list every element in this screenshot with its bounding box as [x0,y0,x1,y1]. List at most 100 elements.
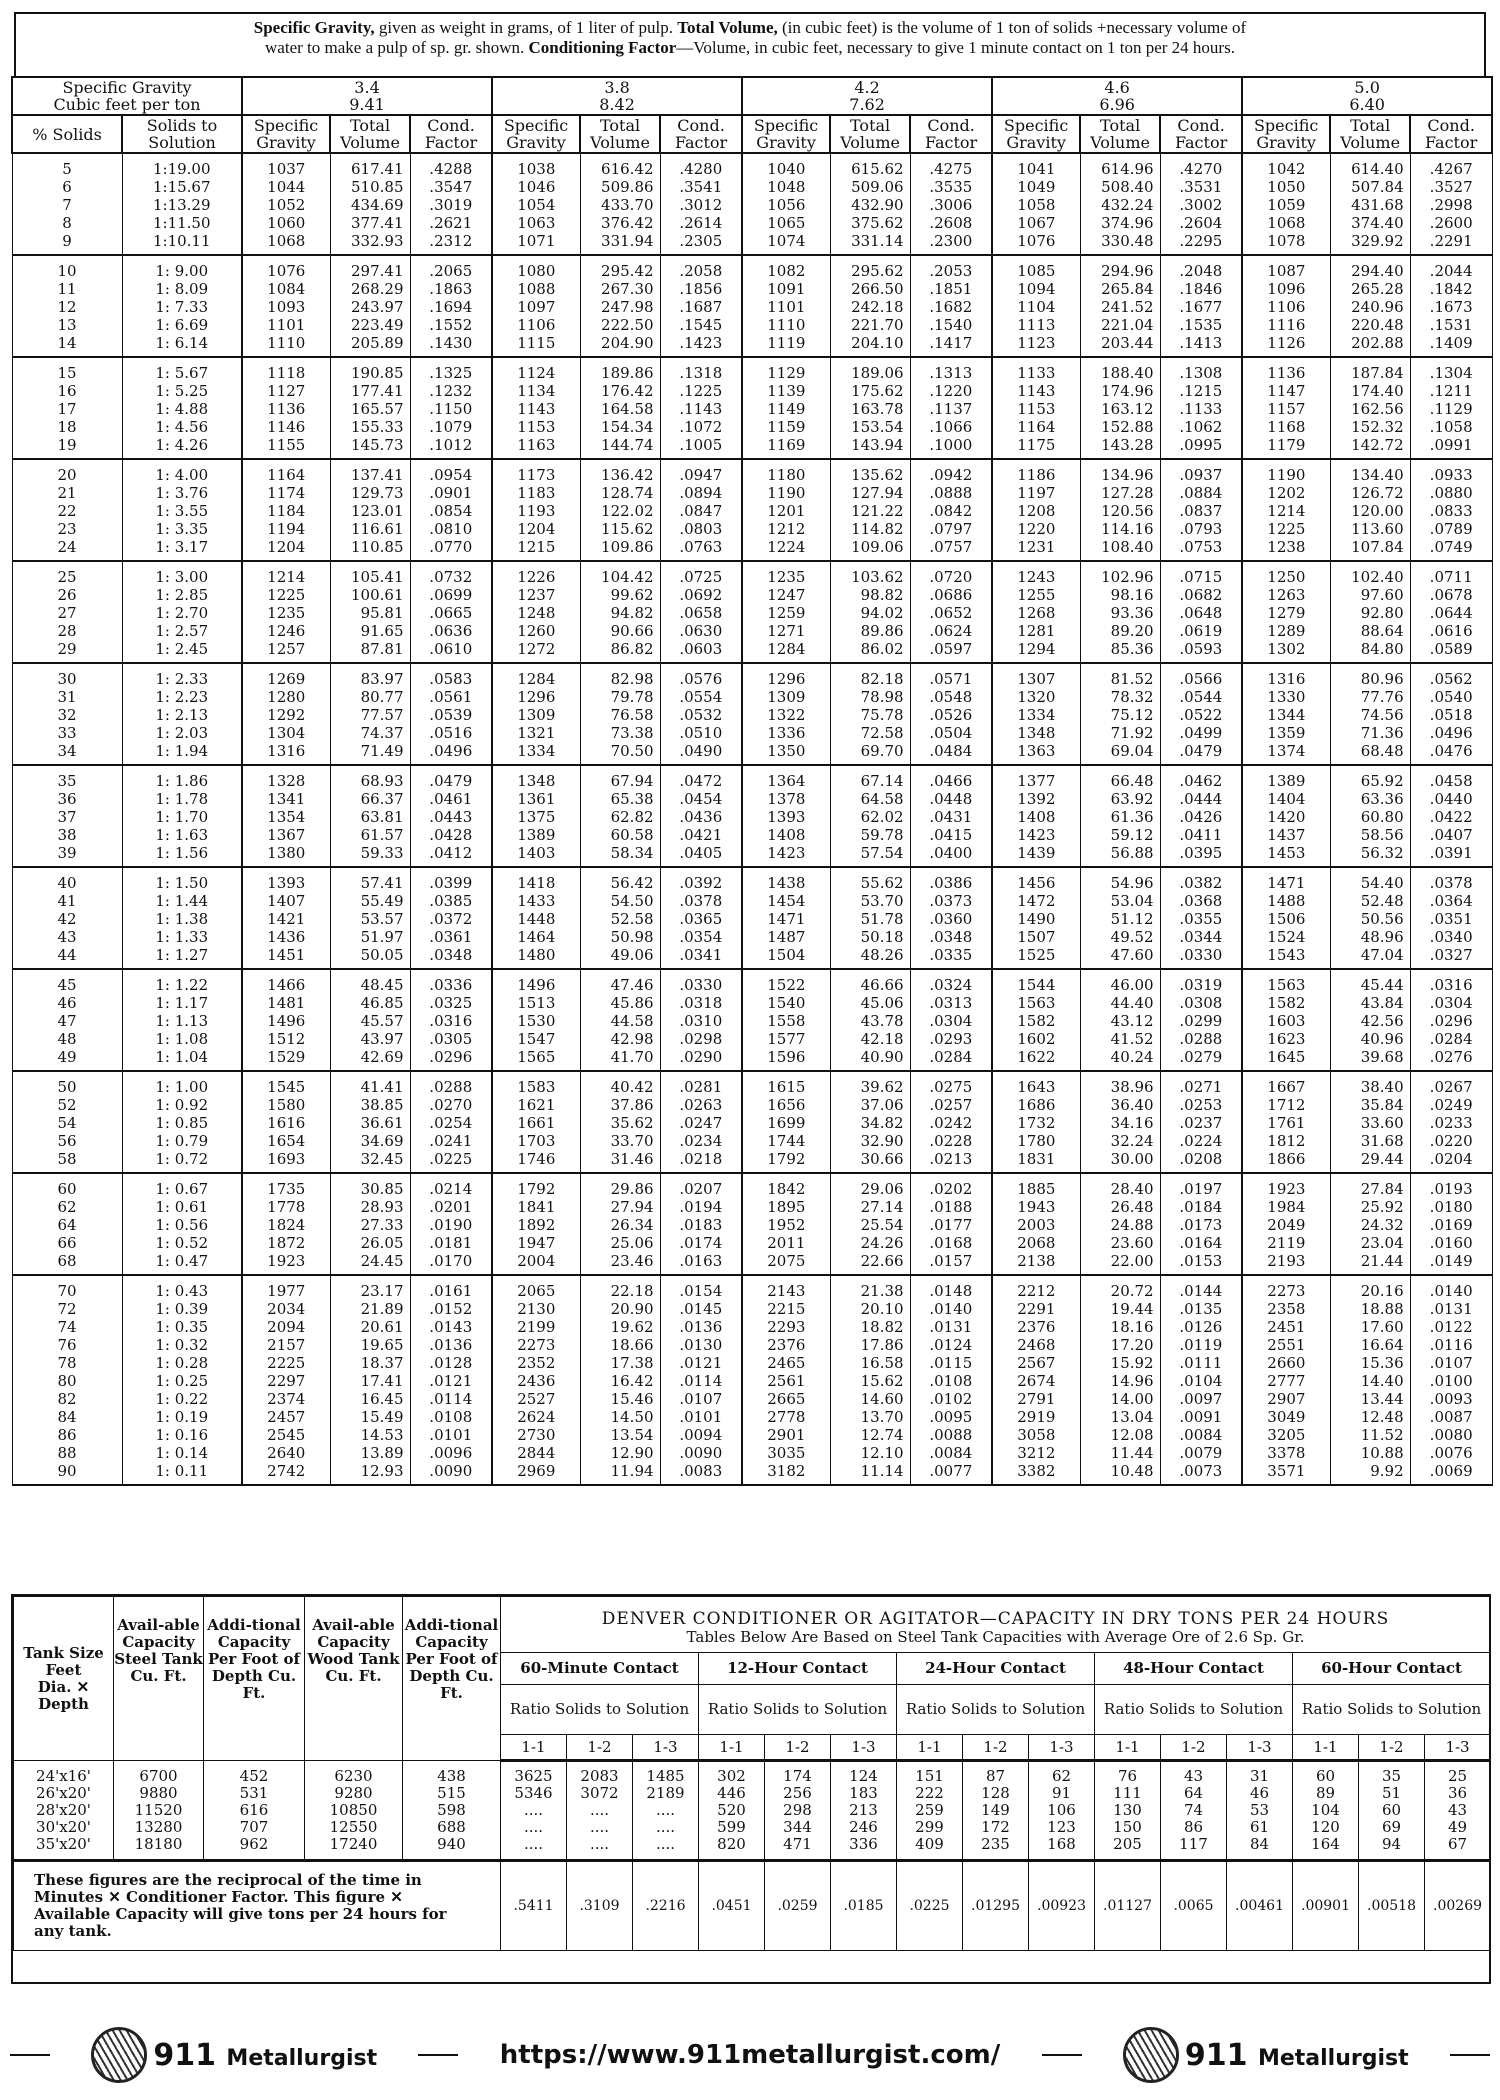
table-row: 42 1: 1.38 1421 53.57.0372 1448 52.58.0365 147… [11,910,1493,928]
reciprocal-value: .00269 [1423,1860,1492,1951]
total-volume: 297.41 [329,255,411,280]
cond-factor: .1150 [409,400,493,418]
specific-gravity: 1667 [1241,1071,1331,1096]
pct-solids: 60 [11,1173,123,1198]
solids-ratio: 1: 9.00 [121,255,243,280]
cond-factor: .0593 [1159,640,1243,664]
total-volume: 53.70 [829,892,911,910]
specific-gravity: 1153 [991,400,1081,418]
solids-ratio: 1: 4.26 [121,436,243,460]
cond-factor: .1062 [1159,418,1243,436]
pct-solids: 31 [11,688,123,706]
specific-gravity: 1513 [491,994,581,1012]
capacity-tons: 87 [962,1760,1029,1785]
tank-capacity: 438 [402,1760,501,1785]
solids-ratio: 1: 0.85 [121,1114,243,1132]
specific-gravity: 1190 [741,484,831,502]
capacity-tons: .... [566,1836,633,1862]
total-volume: 9.92 [1329,1462,1411,1486]
specific-gravity: 1481 [241,994,331,1012]
cond-factor: .0382 [1159,867,1243,892]
total-volume: 203.44 [1079,334,1161,358]
cond-factor: .0619 [1159,622,1243,640]
specific-gravity: 1403 [491,844,581,868]
capacity-tons: 2083 [566,1760,633,1785]
reciprocal-value: .0065 [1160,1860,1227,1951]
total-volume: 121.22 [829,502,911,520]
capacity-tons: 174 [764,1760,831,1785]
total-volume: 189.06 [829,357,911,382]
pct-solids: 50 [11,1071,123,1096]
cond-factor: .0094 [659,1426,743,1444]
total-volume: 32.24 [1079,1132,1161,1150]
total-volume: 374.96 [1079,214,1161,232]
cond-factor: .0102 [909,1390,993,1408]
specific-gravity: 1732 [991,1114,1081,1132]
cond-factor: .0364 [1409,892,1493,910]
specific-gravity: 1113 [991,316,1081,334]
cond-factor: .0711 [1409,561,1493,586]
specific-gravity: 1220 [991,520,1081,538]
solids-ratio: 1: 2.03 [121,724,243,742]
total-volume: 94.02 [829,604,911,622]
specific-gravity: 1179 [1241,436,1331,460]
specific-gravity: 1454 [741,892,831,910]
specific-gravity: 1512 [241,1030,331,1048]
solids-ratio: 1: 2.33 [121,663,243,688]
specific-gravity: 1042 [1241,153,1331,178]
divider [1041,2054,1082,2056]
solids-ratio: 1: 0.35 [121,1318,243,1336]
specific-gravity: 1224 [741,538,831,562]
specific-gravity: 3182 [741,1462,831,1486]
cond-factor: .0472 [659,765,743,790]
cond-factor: .0348 [409,946,493,970]
table-row: 8 1:11.50 1060 377.41.2621 1063 376.42.2614 10… [11,214,1493,232]
total-volume: 48.26 [829,946,911,970]
specific-gravity: 2004 [491,1252,581,1276]
specific-gravity: 1699 [741,1114,831,1132]
brand-name: Metallurgist [1257,2045,1409,2071]
cond-factor: .0720 [909,561,993,586]
total-volume: 81.52 [1079,663,1161,688]
total-volume: 134.40 [1329,459,1411,484]
pct-solids: 16 [11,382,123,400]
total-volume: 222.50 [579,316,661,334]
cond-factor: .0204 [1409,1150,1493,1174]
website-link[interactable]: https://www.911metallurgist.com/ [499,2040,1001,2070]
total-volume: 63.92 [1079,790,1161,808]
cond-factor: .0154 [659,1275,743,1300]
total-volume: 39.68 [1329,1048,1411,1072]
total-volume: 330.48 [1079,232,1161,256]
total-volume: 47.46 [579,969,661,994]
cond-factor: .0428 [409,826,493,844]
specific-gravity: 1235 [241,604,331,622]
solids-ratio: 1: 0.79 [121,1132,243,1150]
cond-factor: .0842 [909,502,993,520]
capacity-tons: 86 [1160,1819,1227,1836]
cond-factor: .0128 [409,1354,493,1372]
total-volume: 37.06 [829,1096,911,1114]
cond-factor: .0316 [409,1012,493,1030]
total-volume: 35.84 [1329,1096,1411,1114]
specific-gravity: 1488 [1241,892,1331,910]
solids-ratio: 1: 0.43 [121,1275,243,1300]
table-row: 88 1: 0.14 2640 13.89.0096 2844 12.90.0090 303… [11,1444,1493,1462]
table-row: 12 1: 7.33 1093 243.97.1694 1097 247.98.1687 1… [11,298,1493,316]
specific-gravity: 1068 [241,232,331,256]
total-volume: 68.48 [1329,742,1411,766]
cond-factor: .0313 [909,994,993,1012]
total-volume: 38.40 [1329,1071,1411,1096]
cond-factor: .0304 [1409,994,1493,1012]
cond-factor: .0088 [909,1426,993,1444]
solids-ratio: 1: 1.44 [121,892,243,910]
cond-factor: .0540 [1409,688,1493,706]
solids-ratio: 1: 3.00 [121,561,243,586]
cond-factor: .0296 [409,1048,493,1072]
total-volume: 50.18 [829,928,911,946]
specific-gravity: 2778 [741,1408,831,1426]
cond-factor: .0797 [909,520,993,538]
cond-factor: .0249 [1409,1096,1493,1114]
specific-gravity: 1812 [1241,1132,1331,1150]
specific-gravity: 1744 [741,1132,831,1150]
pct-solids: 72 [11,1300,123,1318]
